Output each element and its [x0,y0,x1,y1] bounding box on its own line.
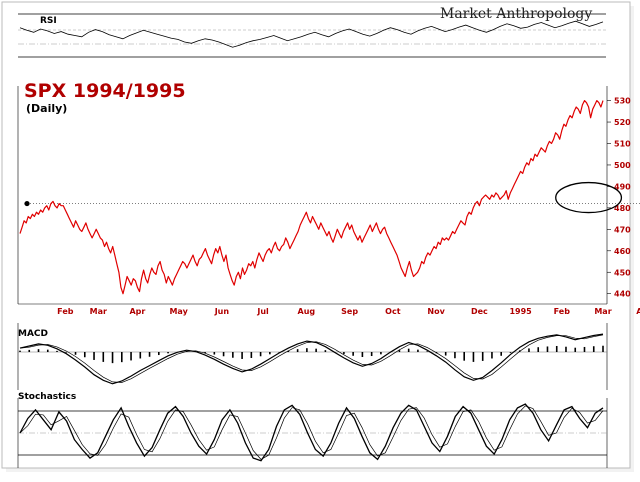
x-axis: Feb Mar Apr May Jun Jul Aug Sep Oct Nov Dec 1995 Feb… [57,307,640,316]
y-tick-label: 460 [614,247,631,256]
stochastics-series [19,403,604,462]
macd-panel: MACD [17,323,608,390]
frame-border [1,1,631,469]
x-tick-label: Mar [594,307,611,316]
x-tick-label: 1995 [509,307,532,316]
y-tick-label: 490 [614,182,631,191]
highlight-ellipse [555,181,623,214]
x-tick-label: Apr [129,307,145,316]
y-tick-label: 510 [614,140,631,149]
x-tick-label: Oct [385,307,401,316]
x-tick-label: Jul [256,307,269,316]
macd-series [19,333,604,385]
rsi-panel: RSI [18,13,606,58]
chart-subtitle: (Daily) [26,102,67,115]
y-tick-label: 530 [614,97,631,106]
price-series [19,100,604,295]
x-tick-label: Jun [214,307,230,316]
y-tick-label: 470 [614,225,631,234]
stochastics-label: Stochastics [18,392,76,402]
x-tick-label: Mar [90,307,107,316]
y-axis: 440 450 460 470 480 490 500 510 520 530 [607,97,631,299]
x-tick-label: Sep [341,307,358,316]
x-tick-label: Feb [57,307,74,316]
reference-endpoint [24,200,30,207]
x-tick-label: Apr [636,307,640,316]
y-tick-label: 520 [614,118,631,127]
brand-watermark: Market Anthropology [440,6,592,22]
y-tick-label: 480 [614,204,631,213]
y-tick-label: 440 [614,290,631,299]
spx-price-line [19,100,604,295]
x-tick-label: May [169,307,188,316]
x-tick-label: Feb [554,307,571,316]
y-tick-label: 500 [614,161,631,170]
rsi-label: RSI [40,16,57,26]
stochastics-panel: Stochastics [17,392,608,468]
reference-line [24,181,640,214]
macd-signal-line [19,334,604,383]
y-tick-label: 450 [614,268,631,277]
x-tick-label: Nov [427,307,445,316]
stochastics-d-line [19,405,604,460]
x-tick-label: Aug [298,307,316,316]
rsi-line [19,20,604,48]
x-tick-label: Dec [471,307,488,316]
chart-title: SPX 1994/1995 [24,80,186,102]
macd-label: MACD [18,329,48,339]
stochastics-k-line [19,403,604,462]
